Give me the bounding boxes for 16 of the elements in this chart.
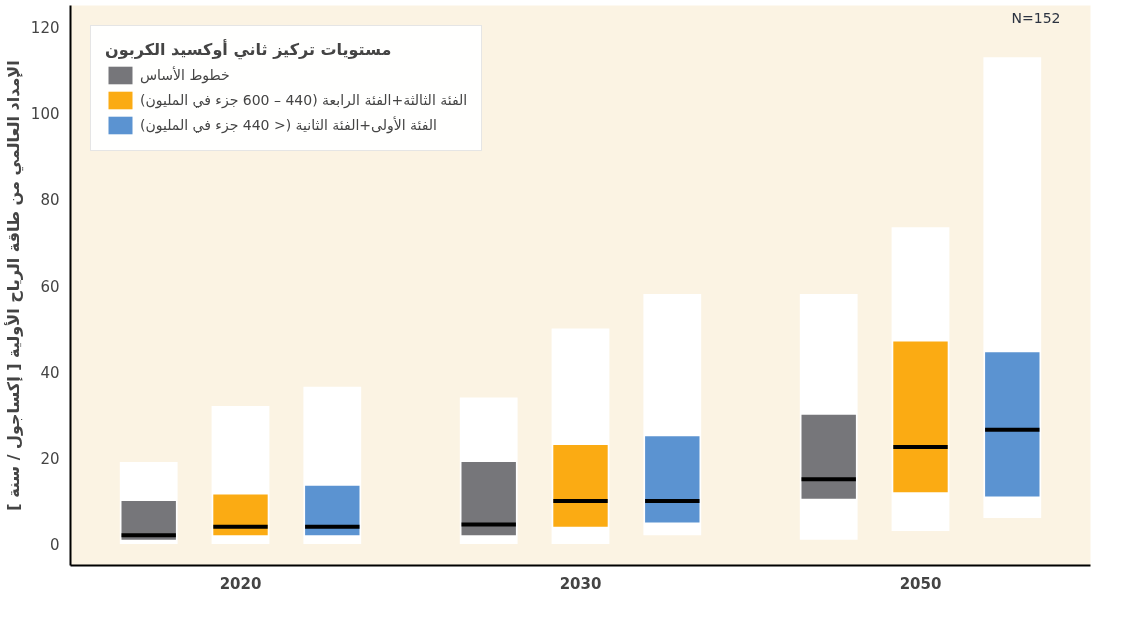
y-axis-title: الإمداد العالمي من طاقة الرياح الأولية [ إكساجول / سنة ]	[3, 60, 24, 511]
y-tick-label: 60	[40, 277, 60, 296]
legend-label: الفئة الثالثة+الفئة الرابعة (440 – 600 جزء في المليون)	[140, 92, 468, 108]
x-tick-label: 2050	[899, 574, 942, 593]
y-tick-label: 40	[40, 363, 60, 382]
y-tick-label: 120	[30, 19, 60, 38]
y-tick-label: 100	[30, 105, 60, 124]
x-tick-label: 2030	[559, 574, 602, 593]
legend-label: الفئة الأولى+الفئة الثانية (< 440 جزء في المليون)	[140, 117, 438, 133]
y-tick-label: 20	[40, 449, 60, 468]
legend-title: مستويات تركيز ثاني أوكسيد الكربون	[105, 40, 393, 59]
x-tick-label: 2020	[219, 574, 262, 593]
annotation: N=152	[1011, 9, 1061, 26]
y-tick-label: 0	[49, 535, 60, 554]
legend-label: خطوط الأساس	[140, 67, 230, 83]
y-tick-label: 80	[40, 191, 60, 210]
